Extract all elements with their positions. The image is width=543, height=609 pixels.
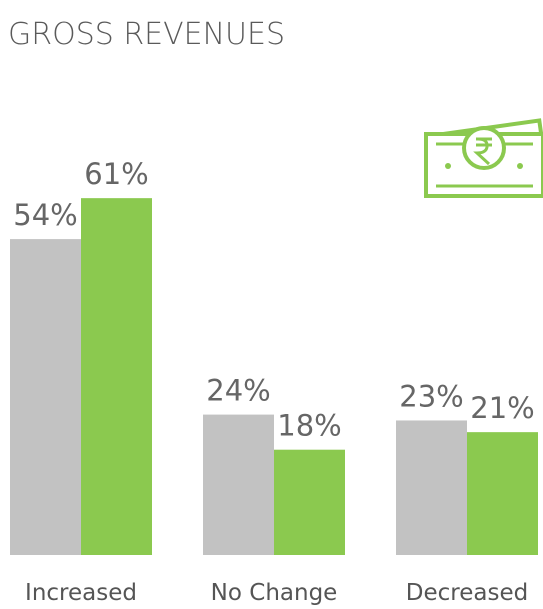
value-label: 24% <box>206 374 270 408</box>
value-label: 54% <box>13 198 77 232</box>
value-label: 61% <box>84 157 148 191</box>
bar <box>10 239 81 555</box>
bar <box>81 198 152 555</box>
bar <box>274 449 345 555</box>
value-label: 21% <box>470 391 534 425</box>
bar <box>203 414 274 555</box>
bar <box>467 432 538 555</box>
value-label: 18% <box>277 409 341 443</box>
chart-title: GROSS REVENUES <box>8 17 285 52</box>
money-icon <box>424 118 543 198</box>
value-label: 23% <box>399 379 463 413</box>
x-tick-label: Decreased <box>406 580 528 606</box>
bar <box>396 420 467 555</box>
x-tick-label: Increased <box>25 580 137 606</box>
x-tick-label: No Change <box>211 580 338 606</box>
